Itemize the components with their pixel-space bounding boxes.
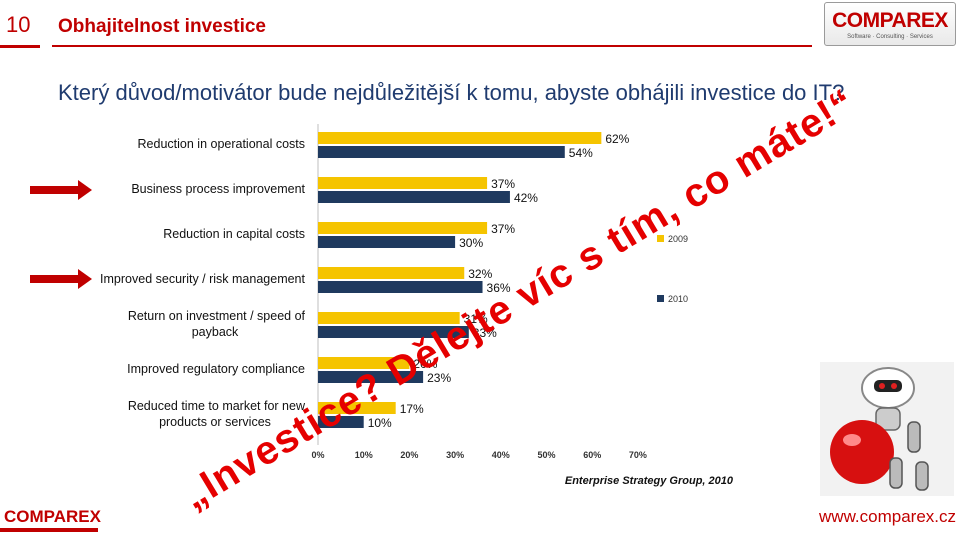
x-tick-label: 60% [583, 450, 601, 460]
bar-2009 [318, 177, 488, 189]
category-label: Improved security / risk management [100, 272, 305, 286]
data-label: 17% [400, 402, 424, 416]
x-tick-label: 0% [311, 450, 324, 460]
logo-subtitle: Software · Consulting · Services [847, 34, 933, 40]
bar-2010 [318, 236, 456, 248]
x-tick-label: 20% [400, 450, 418, 460]
category-label: Reduction in operational costs [138, 137, 305, 151]
bar-2009 [318, 357, 410, 369]
footer-rule [0, 528, 98, 532]
x-tick-label: 30% [446, 450, 464, 460]
data-label: 36% [487, 281, 511, 295]
data-label: 37% [491, 177, 515, 191]
bar-2010 [318, 371, 424, 383]
data-label: 42% [514, 191, 538, 205]
data-label: 62% [605, 132, 629, 146]
robot-illustration [820, 362, 954, 496]
x-tick-label: 40% [492, 450, 510, 460]
legend-swatch-2010 [657, 295, 664, 302]
bar-2010 [318, 191, 510, 203]
bar-2009 [318, 312, 460, 324]
x-tick-label: 70% [629, 450, 647, 460]
bar-2009 [318, 267, 465, 279]
category-label: Reduction in capital costs [163, 227, 305, 241]
arrow-right-icon [30, 180, 92, 200]
question-text: Který důvod/motivátor bude nejdůležitějš… [58, 80, 845, 105]
data-label: 30% [459, 236, 483, 250]
bar-2010 [318, 146, 565, 158]
slide-number: 10 [6, 12, 31, 37]
data-label: 32% [468, 267, 492, 281]
bar-2009 [318, 402, 396, 414]
footer-brand: COMPAREX [4, 507, 101, 526]
x-tick-label: 50% [537, 450, 555, 460]
bar-2010 [318, 281, 483, 293]
category-label: Reduced time to market for new [128, 399, 306, 413]
bar-2009 [318, 132, 602, 144]
header-rule [52, 45, 812, 47]
category-label: Improved regulatory compliance [127, 362, 305, 376]
chart-source: Enterprise Strategy Group, 2010 [565, 475, 734, 487]
data-label: 54% [569, 146, 593, 160]
category-label: payback [192, 325, 239, 339]
arrow-right-icon [30, 269, 92, 289]
slide-title: Obhajitelnost investice [58, 16, 266, 37]
category-label: Return on investment / speed of [128, 309, 306, 323]
data-label: 37% [491, 222, 515, 236]
comparex-logo: COMPAREX Software · Consulting · Service… [824, 2, 956, 46]
header-rule-left [0, 45, 40, 48]
footer-url[interactable]: www.comparex.cz [819, 507, 956, 526]
data-label: 10% [368, 416, 392, 430]
legend-label-2010: 2010 [668, 294, 688, 304]
category-label: Business process improvement [131, 182, 305, 196]
x-tick-label: 10% [355, 450, 373, 460]
bar-2010 [318, 416, 364, 428]
data-label: 33% [473, 326, 497, 340]
bar-2009 [318, 222, 488, 234]
data-label: 31% [464, 312, 488, 326]
bar-2010 [318, 326, 469, 338]
data-label: 23% [427, 371, 451, 385]
data-label: 20% [413, 357, 437, 371]
legend-swatch-2009 [657, 235, 664, 242]
logo-text: COMPAREX [832, 9, 948, 32]
category-label: products or services [159, 415, 271, 429]
legend-label-2009: 2009 [668, 234, 688, 244]
